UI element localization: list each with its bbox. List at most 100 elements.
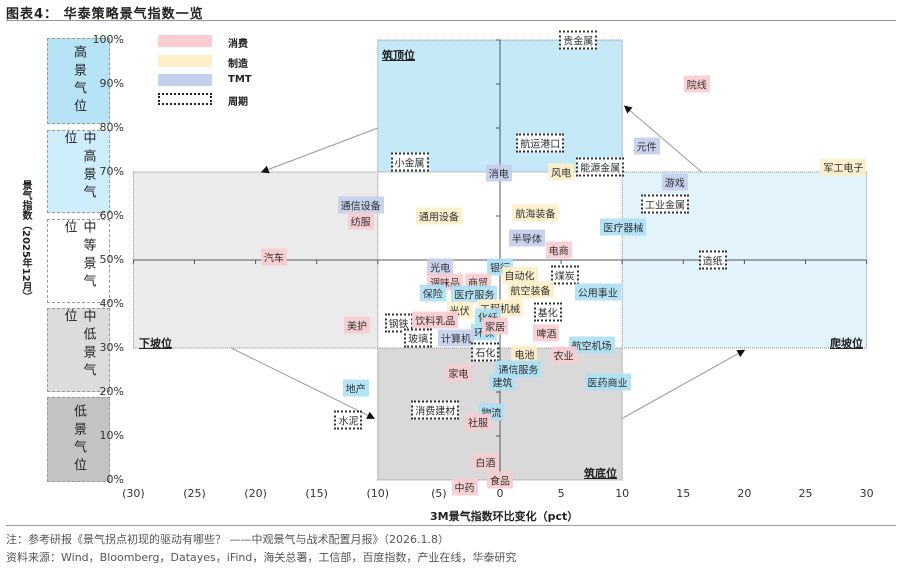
y-tick-label: 100%: [92, 33, 124, 46]
y-tick-label: 20%: [99, 385, 124, 398]
figure-title: 图表4： 华泰策略景气指数一览: [6, 7, 204, 22]
industry-point: 航空装备: [507, 281, 554, 299]
legend-swatch-consumer: [158, 35, 212, 47]
y-tick-label: 0%: [106, 473, 124, 486]
x-tick-label: (25): [183, 487, 206, 500]
industry-point: 石化: [471, 342, 500, 362]
footnote: 注：参考研报《景气拐点初现的驱动有哪些？ ——中观景气与战术配置月报》（2026…: [6, 533, 449, 546]
industry-point: 能源金属: [576, 157, 625, 177]
x-tick-label: 15: [676, 487, 691, 500]
y-tick-label: 50%: [99, 253, 124, 266]
legend-swatch-tmt: [158, 74, 212, 86]
industry-point: 电池: [511, 345, 538, 363]
industry-point: 家居: [482, 317, 509, 335]
legend-consumer: 消费: [228, 39, 248, 50]
industry-point: 军工电子: [820, 158, 867, 176]
industry-point: 汽车: [260, 248, 287, 266]
industry-point: 航海装备: [512, 204, 559, 222]
legend-manufacturing: 制造: [228, 59, 248, 70]
x-tick-label: 5: [557, 487, 565, 500]
legend-swatch-manufacturing: [158, 55, 212, 67]
legend-cycle: 周期: [228, 97, 248, 108]
industry-point: 家电: [445, 364, 472, 382]
industry-point: 社服: [465, 413, 491, 431]
industry-point: 医药商业: [584, 373, 631, 391]
level-mid-low: 中低景气位: [47, 308, 110, 392]
level-mid: 中等景气位: [47, 219, 110, 303]
industry-point: 基化: [533, 302, 562, 322]
y-tick-label: 30%: [99, 341, 124, 354]
x-tick-label: 30: [859, 487, 874, 500]
y-tick-label: 80%: [99, 121, 124, 134]
industry-point: 消电: [485, 164, 512, 182]
industry-point: 医疗服务: [451, 285, 498, 303]
quadrant-bottom-label: 筑底位: [584, 467, 617, 480]
industry-point: 中药: [451, 478, 478, 496]
quadrant-left-label: 下坡位: [139, 337, 172, 350]
x-tick-label: (15): [305, 487, 328, 500]
y-axis-label: 景气指数（2025年12月）: [20, 180, 31, 302]
industry-point: 建筑: [489, 373, 516, 391]
transition-arrow: [230, 347, 376, 419]
industry-point: 钢铁: [384, 313, 413, 333]
industry-point: 光电: [427, 258, 454, 276]
level-low: 低景气位: [47, 397, 110, 482]
industry-point: 消费建材: [411, 400, 460, 420]
industry-point: 白酒: [472, 453, 499, 471]
industry-point: 保险: [419, 284, 446, 302]
source-note: 资料来源：Wind，Bloomberg，Datayes，iFind，海关总署，工…: [6, 551, 517, 564]
industry-point: 地产: [342, 379, 369, 397]
y-tick-label: 10%: [99, 429, 124, 442]
industry-point: 水泥: [334, 410, 363, 430]
industry-point: 元件: [633, 137, 660, 155]
industry-point: 小金属: [390, 152, 429, 172]
y-tick-label: 90%: [99, 77, 124, 90]
industry-point: 煤炭: [550, 265, 579, 285]
x-tick-label: (5): [431, 487, 447, 500]
industry-point: 食品: [487, 471, 513, 489]
industry-point: 纺服: [347, 212, 374, 230]
legend-tmt: TMT: [228, 74, 252, 85]
title-divider: [6, 20, 896, 21]
industry-point: 航运港口: [516, 133, 565, 153]
industry-point: 工业金属: [640, 194, 689, 214]
industry-point: 游戏: [661, 173, 688, 191]
quadrant-top-label: 筑顶位: [382, 49, 415, 62]
industry-point: 自动化: [501, 266, 538, 284]
industry-point: 电商: [545, 241, 572, 259]
industry-point: 造纸: [698, 250, 727, 270]
industry-point: 公用事业: [574, 283, 621, 301]
industry-point: 通信服务: [495, 360, 542, 378]
industry-point: 农业: [550, 346, 577, 364]
x-tick-label: (20): [244, 487, 267, 500]
industry-point: 啤酒: [533, 324, 560, 342]
footer-divider: [6, 525, 896, 526]
industry-point: 航空机场: [568, 336, 615, 354]
y-tick-label: 40%: [99, 297, 124, 310]
industry-point: 通信设备: [337, 196, 384, 214]
x-axis-label: 3M景气指数环比变化（pct）: [430, 510, 579, 523]
industry-point: 玻璃: [404, 328, 433, 348]
level-mid-high: 中高景气位: [47, 130, 110, 213]
industry-point: 通用设备: [415, 207, 462, 225]
industry-point: 风电: [548, 163, 575, 181]
transition-arrow: [621, 349, 746, 419]
industry-point: 饮料乳品: [412, 311, 459, 329]
x-tick-label: (30): [122, 487, 145, 500]
x-tick-label: 20: [737, 487, 752, 500]
transition-arrow: [623, 105, 702, 173]
industry-point: 贵金属: [559, 30, 598, 50]
quadrant-right-label: 爬坡位: [830, 337, 863, 350]
x-tick-label: 10: [615, 487, 630, 500]
x-tick-label: (10): [366, 487, 390, 500]
x-tick-label: 0: [496, 487, 504, 500]
industry-point: 半导体: [508, 229, 545, 247]
industry-point: 计算机: [438, 329, 474, 347]
x-tick-label: 25: [798, 487, 813, 500]
transition-arrow: [260, 127, 378, 174]
industry-point: 院线: [683, 75, 710, 93]
y-tick-label: 70%: [99, 165, 124, 178]
legend-swatch-cycle: [158, 93, 212, 105]
y-tick-label: 60%: [99, 209, 124, 222]
industry-point: 医疗器械: [600, 218, 647, 236]
